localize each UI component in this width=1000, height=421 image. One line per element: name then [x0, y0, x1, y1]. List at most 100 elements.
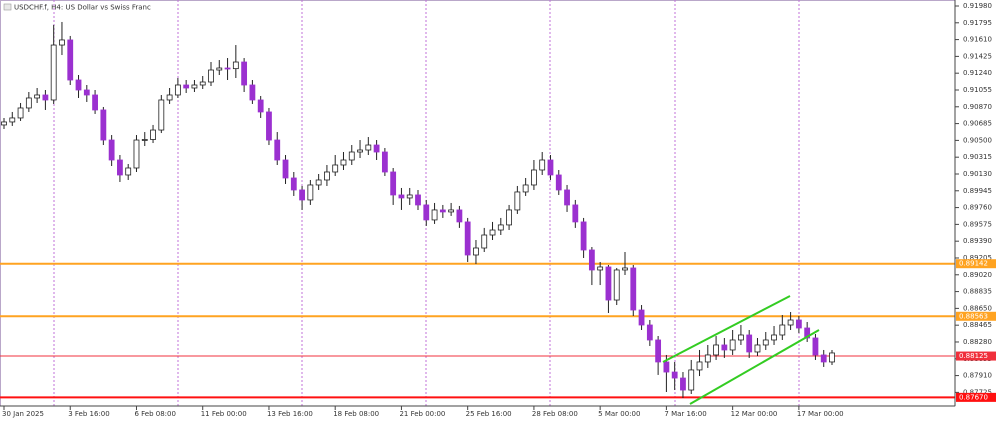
candle-body: [663, 361, 670, 373]
candle-body: [439, 209, 446, 213]
candle-body: [299, 189, 305, 201]
channel-lower: [689, 329, 820, 405]
candle-body: [174, 84, 181, 96]
candle-body: [183, 84, 190, 89]
candle-body: [539, 159, 546, 171]
candle-body: [431, 209, 438, 221]
candle-body: [588, 249, 595, 271]
level-label-box: [956, 392, 996, 402]
candle-body: [754, 344, 761, 353]
candle-body: [497, 224, 504, 231]
candle-body: [680, 377, 686, 391]
y-tick-label: 0.91425: [963, 52, 992, 60]
candle-body: [290, 177, 297, 191]
level-label-box: [956, 351, 996, 361]
candle-body: [597, 266, 604, 271]
candle-body: [117, 159, 123, 176]
level-label: 0.87670: [959, 393, 988, 401]
candle-body: [249, 84, 256, 101]
candle-body: [704, 354, 711, 363]
candle-body: [638, 309, 645, 326]
candle-body: [779, 324, 786, 336]
candle-body: [522, 184, 529, 193]
x-tick-label: 17 Mar 00:00: [797, 410, 844, 418]
candle-body: [100, 109, 107, 141]
x-tick-label: 30 Jan 2025: [2, 410, 44, 418]
x-tick-label: 11 Feb 00:00: [201, 410, 247, 418]
candle-body: [216, 67, 223, 71]
candle-body: [365, 144, 372, 151]
candle-body: [315, 179, 322, 186]
candle-body: [762, 339, 769, 346]
candle-body: [729, 339, 736, 351]
candle-body: [531, 169, 537, 186]
candle-body: [241, 61, 248, 86]
y-tick-label: 0.88835: [963, 288, 992, 296]
y-tick-label: 0.91980: [963, 2, 992, 10]
candle-body: [348, 151, 355, 161]
candle-body: [199, 81, 206, 86]
x-tick-label: 18 Feb 08:00: [333, 410, 379, 418]
candle-body: [456, 209, 463, 223]
y-tick-label: 0.90685: [963, 120, 992, 128]
candle-body: [473, 247, 479, 256]
y-tick-label: 0.89390: [963, 237, 992, 245]
y-tick-label: 0.89760: [963, 204, 992, 212]
x-tick-label: 13 Feb 16:00: [267, 410, 313, 418]
candle-body: [390, 171, 397, 196]
candle-body: [257, 99, 264, 113]
plot-frame: [0, 0, 956, 407]
candle-body: [59, 39, 65, 46]
candle-body: [274, 139, 281, 161]
x-tick-label: 28 Feb 08:00: [532, 410, 578, 418]
x-tick-label: 25 Feb 16:00: [466, 410, 512, 418]
level-label: 0.88563: [959, 312, 988, 320]
level-label: 0.88125: [959, 352, 988, 360]
candle-body: [423, 204, 430, 221]
candle-body: [50, 44, 57, 101]
candle-body: [125, 167, 132, 176]
x-tick-label: 12 Mar 00:00: [731, 410, 778, 418]
candle-body: [332, 164, 339, 173]
y-tick-label: 0.87910: [963, 372, 992, 380]
candle-body: [696, 361, 703, 371]
candle-body: [92, 94, 98, 111]
x-tick-label: 5 Mar 00:00: [598, 410, 640, 418]
candle-body: [564, 189, 570, 206]
candle-body: [415, 194, 421, 206]
y-tick-label: 0.91240: [963, 69, 992, 77]
y-tick-label: 0.91055: [963, 86, 992, 94]
candle-body: [771, 334, 777, 341]
candle-body: [398, 194, 405, 199]
candle-body: [75, 79, 82, 91]
candle-body: [373, 144, 380, 153]
candle-body: [9, 117, 16, 123]
candle-body: [646, 324, 653, 341]
level-label-box: [956, 259, 996, 269]
candle-body: [208, 69, 214, 83]
channel: [662, 295, 820, 405]
candle-body: [555, 174, 562, 191]
candle-body: [804, 327, 811, 339]
candle-body: [340, 159, 347, 166]
candle-body: [1, 121, 7, 126]
candle-body: [795, 319, 802, 329]
candle-body: [464, 221, 471, 256]
candle-body: [630, 267, 637, 311]
y-tick-label: 0.91795: [963, 19, 992, 27]
y-tick-label: 0.87725: [963, 388, 992, 396]
y-tick-label: 0.90315: [963, 153, 992, 161]
candle-body: [605, 266, 612, 301]
candle-body: [42, 94, 49, 101]
candle-body: [688, 369, 695, 391]
candle-body: [224, 67, 231, 70]
candle-body: [613, 269, 620, 301]
candle-body: [67, 39, 74, 81]
levels: [0, 262, 955, 399]
candle-body: [232, 61, 239, 70]
level-label-box: [956, 311, 996, 321]
y-tick-label: 0.89945: [963, 187, 992, 195]
